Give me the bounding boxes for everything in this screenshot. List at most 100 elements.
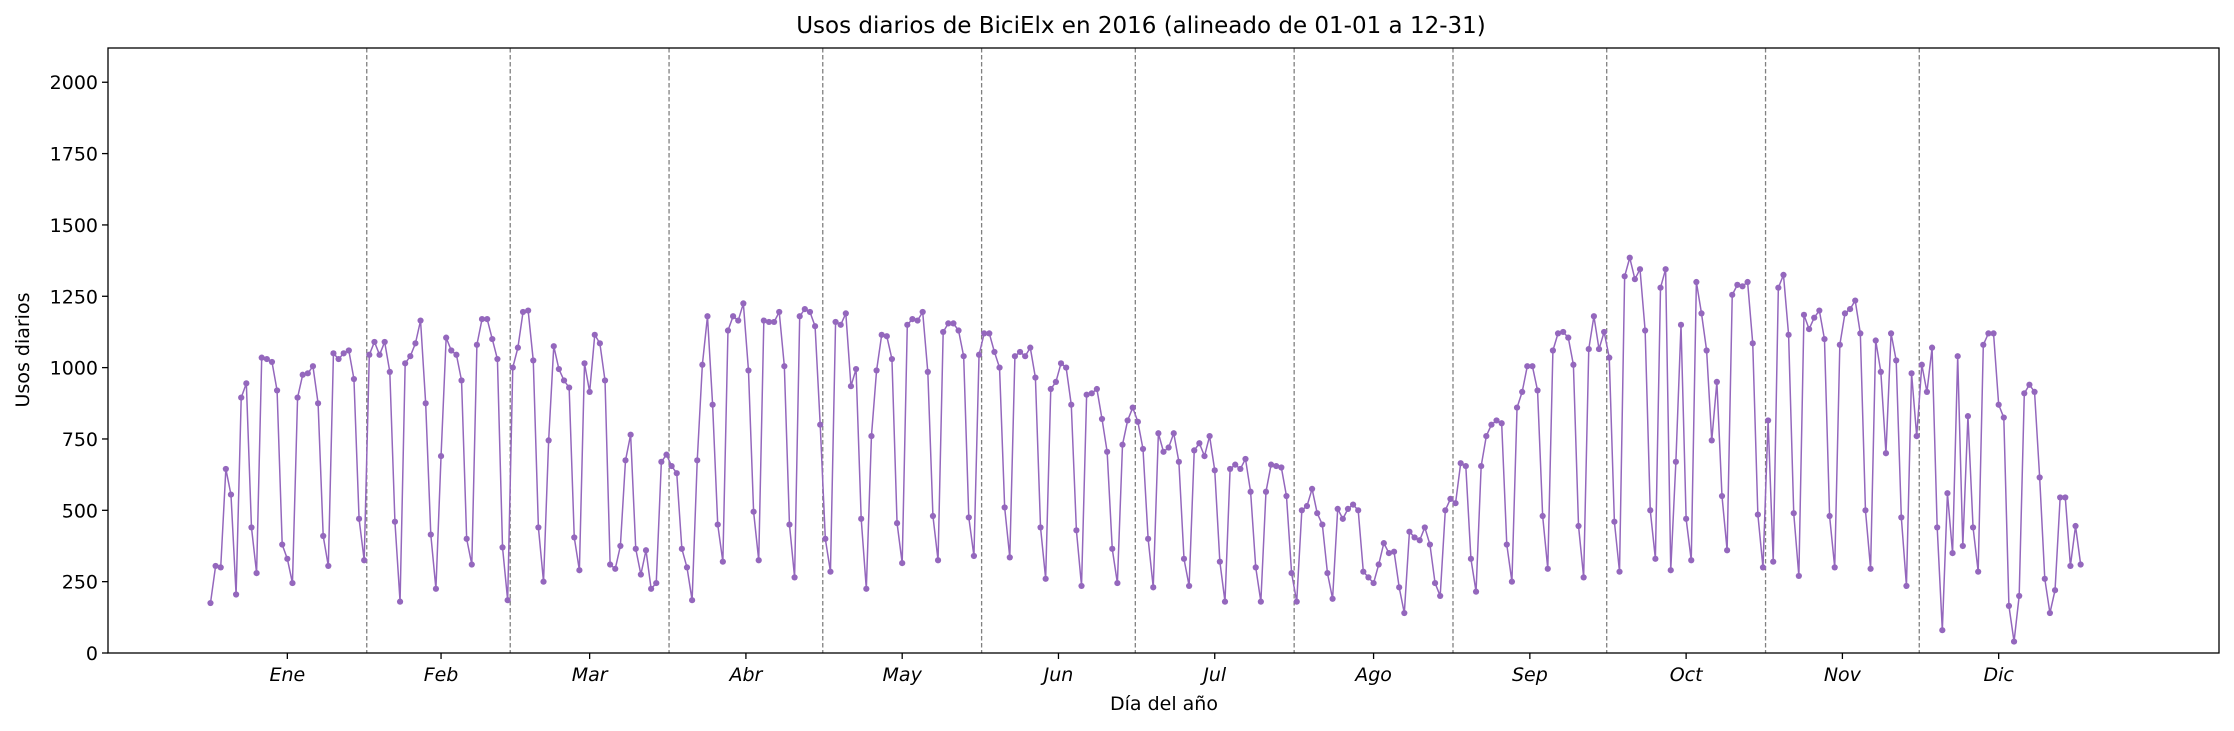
x-tick-label: May [883, 664, 923, 686]
data-point [222, 465, 229, 473]
data-point [919, 308, 926, 316]
data-point [1206, 433, 1213, 440]
data-point [1590, 313, 1597, 320]
data-point [663, 451, 670, 458]
data-point [627, 431, 634, 438]
data-point [658, 458, 665, 465]
data-point [1375, 561, 1382, 568]
data-point [468, 561, 475, 568]
data-point [847, 383, 855, 390]
data-point [412, 340, 419, 347]
data-point [960, 353, 967, 360]
data-point [1560, 328, 1567, 336]
data-point [817, 421, 824, 428]
data-point [2057, 494, 2064, 501]
data-point [1913, 433, 1920, 440]
data-point [883, 333, 890, 340]
data-point [1273, 462, 1280, 470]
data-point [1478, 462, 1485, 470]
data-point [1052, 378, 1059, 385]
x-axis-title: Día del año [1110, 693, 1218, 715]
data-point [1508, 578, 1516, 585]
data-point [1308, 485, 1316, 493]
data-point [596, 340, 603, 347]
data-point [1232, 461, 1239, 468]
data-point [914, 317, 921, 324]
data-point [612, 565, 619, 572]
x-tick-label: Nov [1824, 664, 1862, 686]
data-point [1431, 579, 1439, 587]
data-point [2010, 638, 2018, 645]
data-point [1493, 417, 1500, 424]
x-tick-label: Abr [727, 664, 763, 686]
y-tick-label: 1750 [50, 144, 98, 166]
data-point [1411, 534, 1418, 541]
data-point [1811, 314, 1818, 321]
data-point [806, 308, 814, 316]
data-point [1406, 528, 1413, 535]
data-point [1201, 452, 1208, 460]
data-point [975, 351, 983, 358]
data-point [376, 351, 383, 358]
data-point [1729, 291, 1736, 298]
data-point [786, 521, 793, 528]
data-point [345, 347, 352, 354]
data-point [1442, 507, 1449, 514]
data-point [1877, 368, 1884, 375]
data-point [1324, 569, 1331, 577]
data-point [832, 318, 839, 326]
data-point [637, 571, 644, 578]
data-point [1083, 391, 1090, 398]
data-point [2005, 602, 2013, 610]
data-point [212, 562, 219, 570]
y-tick-label: 750 [62, 429, 98, 451]
data-point [704, 313, 711, 320]
data-point [2046, 609, 2054, 617]
data-point [1652, 555, 1659, 562]
data-point [1334, 505, 1341, 512]
data-point [1150, 584, 1157, 591]
data-point [1898, 514, 1905, 521]
data-point [1672, 458, 1679, 465]
data-point [924, 368, 931, 375]
data-point [525, 307, 532, 314]
data-point [243, 380, 250, 387]
data-point [1262, 488, 1270, 495]
x-tick-label: Ene [269, 664, 305, 686]
data-point [1975, 568, 1982, 575]
data-point [724, 327, 732, 334]
data-point [653, 579, 660, 587]
data-point [1355, 507, 1362, 514]
data-point [1385, 550, 1393, 557]
data-point [730, 313, 737, 320]
data-point [1693, 278, 1700, 286]
data-point [934, 557, 942, 564]
data-point [366, 351, 373, 358]
data-point [1488, 421, 1495, 428]
data-point [1006, 554, 1013, 561]
data-point [1534, 387, 1541, 394]
data-point [391, 518, 399, 525]
data-point [1001, 504, 1008, 511]
y-tick-label: 250 [62, 572, 98, 594]
data-point [899, 560, 906, 567]
data-point [2026, 381, 2033, 388]
data-point [555, 365, 562, 373]
data-point [1047, 385, 1054, 393]
data-point [1667, 567, 1674, 574]
data-point [1836, 341, 1843, 348]
data-point [1990, 330, 1997, 337]
data-point [1247, 488, 1254, 495]
data-point [1498, 420, 1505, 427]
data-point [407, 353, 414, 360]
x-tick-label: Mar [572, 664, 609, 686]
data-point [745, 367, 752, 374]
data-point [1944, 490, 1951, 497]
data-point [1134, 418, 1141, 425]
data-point [1519, 388, 1526, 395]
data-point [1575, 522, 1582, 530]
data-point [970, 552, 978, 560]
series-layer [207, 254, 2084, 645]
data-point [1145, 535, 1152, 542]
